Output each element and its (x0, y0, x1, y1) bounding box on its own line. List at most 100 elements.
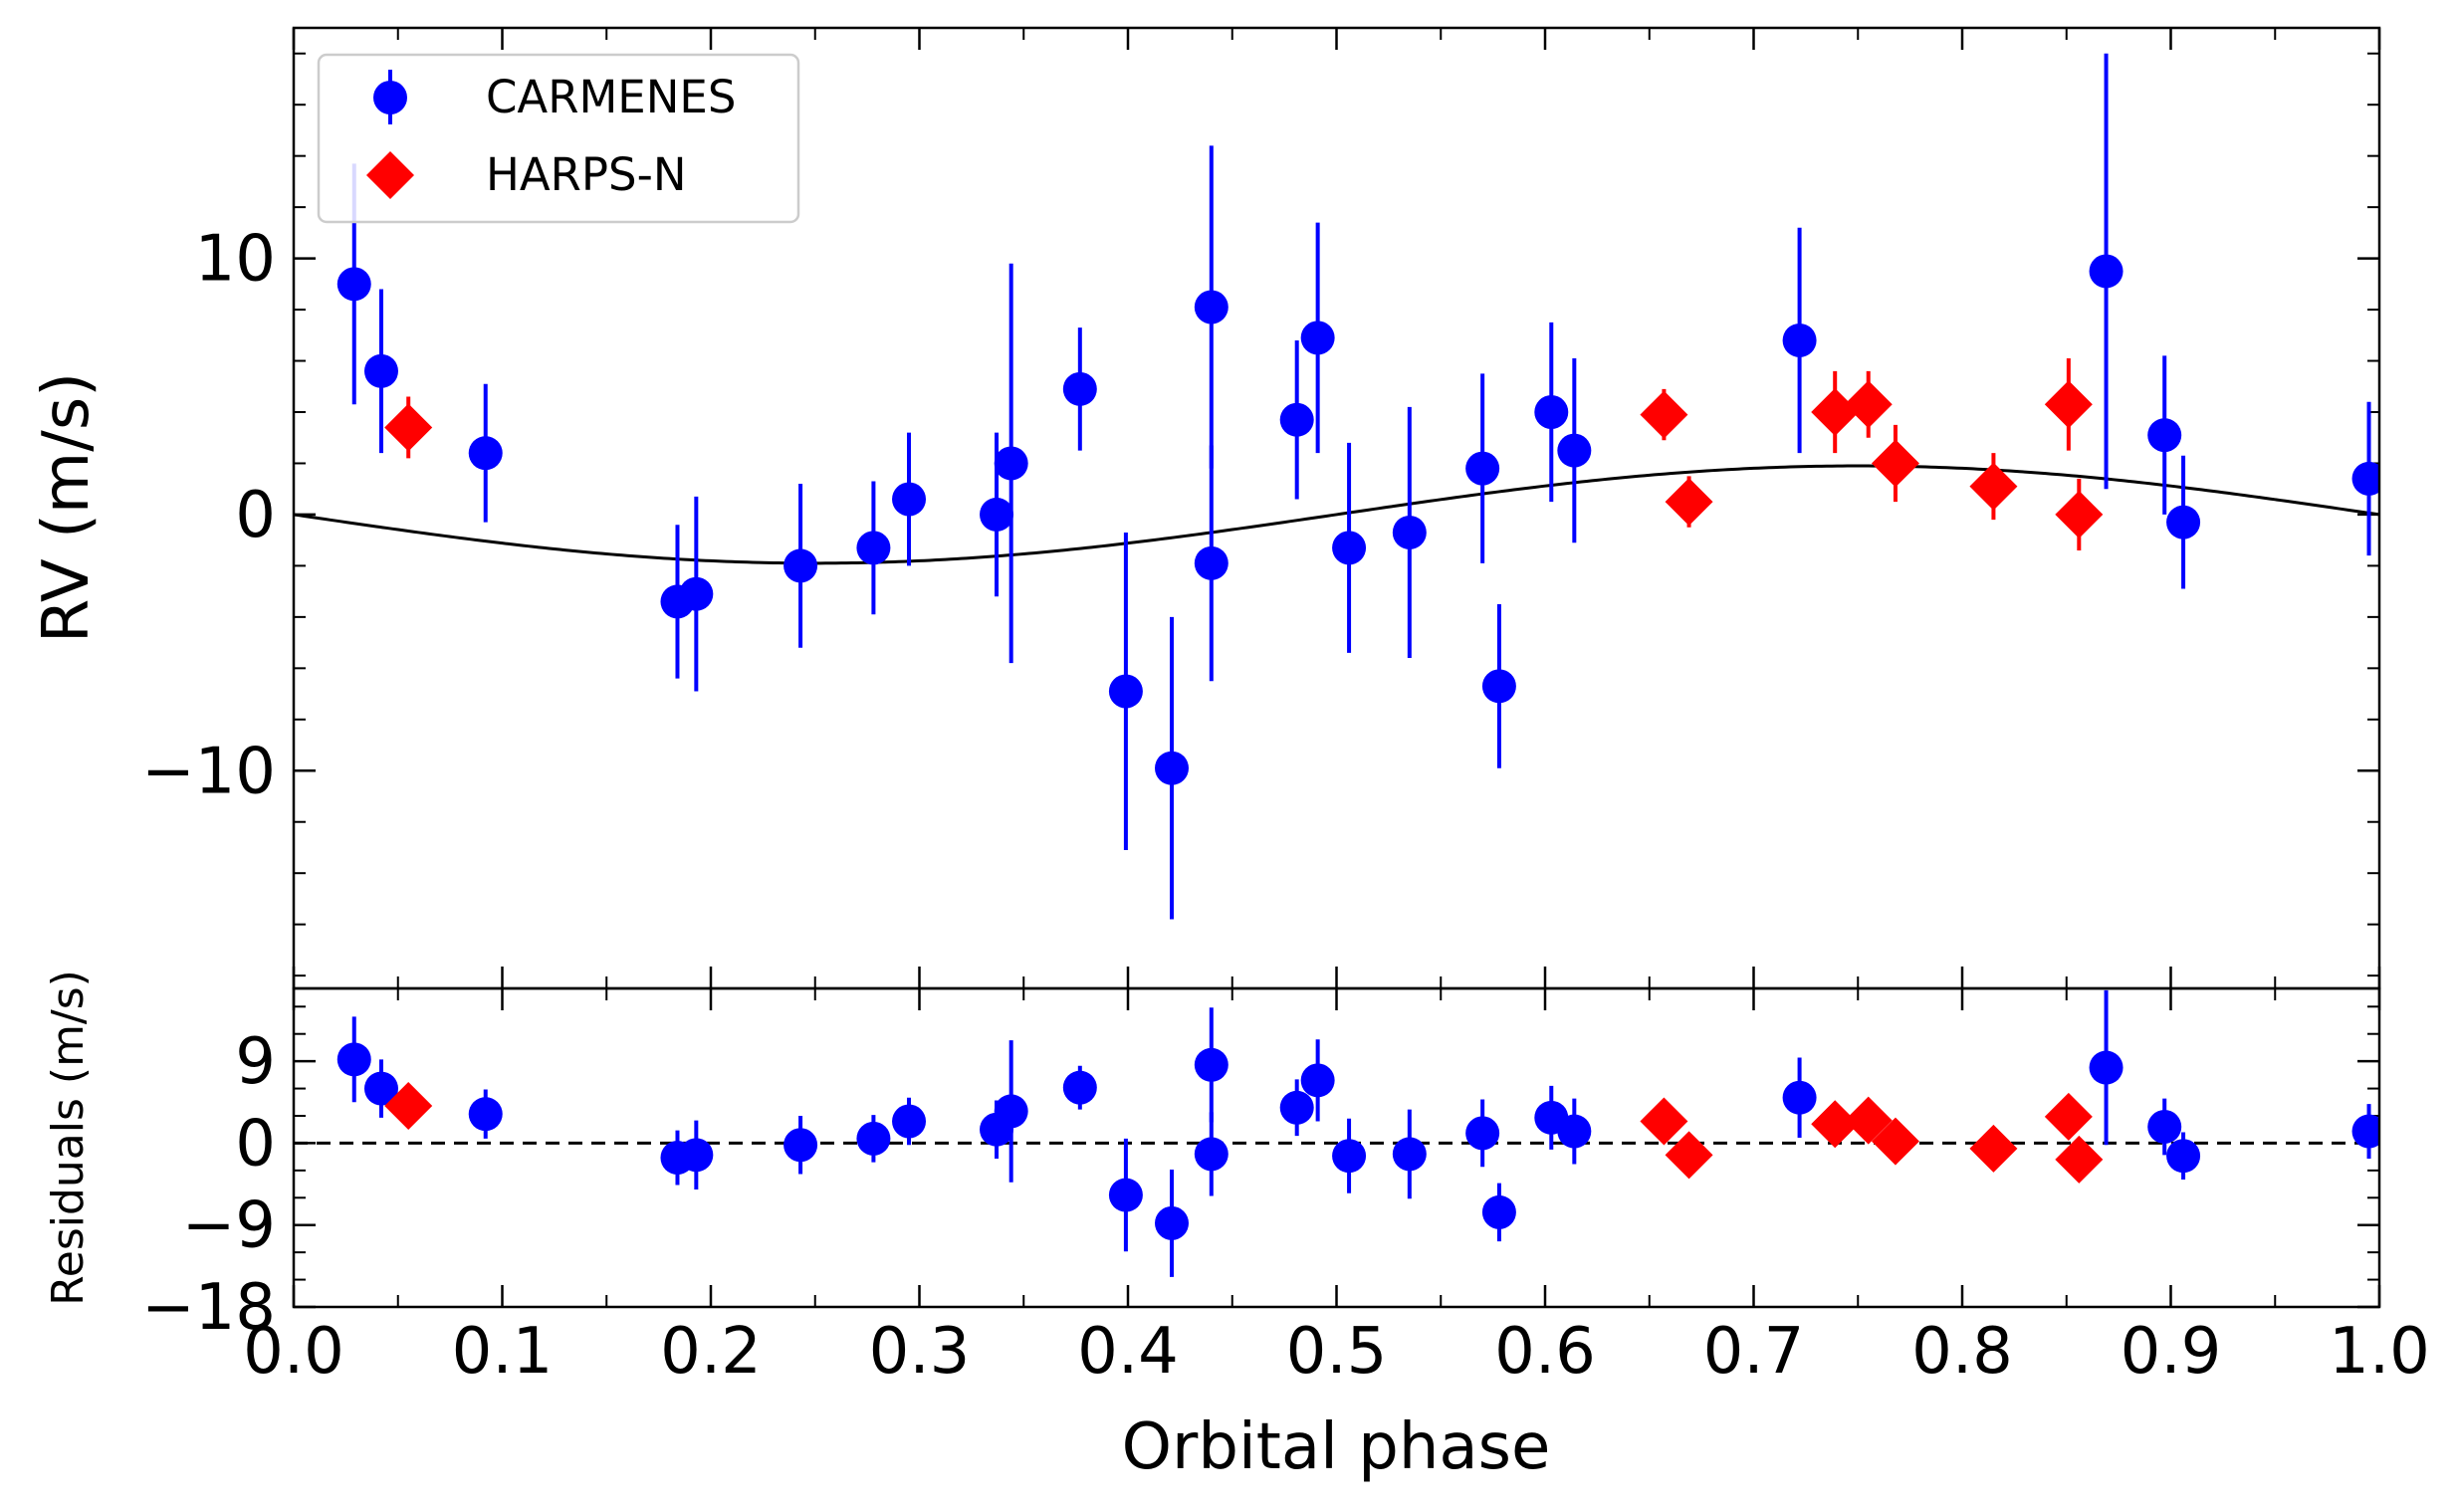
residuals-point-carmenes (1392, 1109, 1427, 1199)
rv-point-carmenes (1300, 222, 1335, 454)
residuals-marker-harps-n (1844, 1096, 1893, 1145)
rv-point-carmenes (1392, 406, 1427, 659)
x-tick-label: 0.4 (1077, 1315, 1179, 1389)
residuals-point-carmenes (1108, 1138, 1143, 1252)
residuals-point-carmenes (1332, 1118, 1367, 1193)
residuals-point-carmenes (2166, 1132, 2201, 1180)
rv-point-carmenes (363, 289, 398, 454)
residuals-point-carmenes (856, 1115, 891, 1163)
rv-point-harps-n (1969, 453, 2018, 521)
rv-marker-carmenes (994, 446, 1028, 481)
residuals-panel-frame (292, 986, 2381, 1309)
rv-marker-harps-n (384, 403, 433, 452)
residuals-point-carmenes (1557, 1098, 1592, 1165)
rv-point-carmenes (1062, 327, 1097, 451)
residuals-marker-carmenes (2351, 1114, 2379, 1149)
rv-tick-labels: −10 0 10 (141, 223, 276, 809)
residuals-marker-carmenes (1062, 1070, 1097, 1105)
rv-marker-carmenes (1154, 751, 1189, 785)
rv-point-carmenes (783, 484, 818, 648)
residuals-y-axis-label: Residuals (m/s) (43, 970, 94, 1306)
residuals-marker-carmenes (1108, 1178, 1143, 1212)
rv-marker-carmenes (468, 436, 503, 471)
residuals-marker-carmenes (994, 1094, 1028, 1129)
residuals-data-points (336, 989, 2379, 1277)
residuals-point-carmenes (363, 1059, 398, 1118)
residuals-point-carmenes (336, 1016, 371, 1103)
residuals-y-tick-label: −18 (141, 1271, 276, 1345)
residuals-point-harps-n (1811, 1100, 1860, 1149)
rv-point-carmenes (1194, 145, 1229, 469)
rv-point-harps-n (1871, 424, 1919, 503)
rv-ticks (292, 28, 2381, 988)
x-tick-label: 0.2 (660, 1315, 762, 1389)
rv-marker-carmenes (336, 267, 371, 302)
rv-marker-carmenes (363, 353, 398, 388)
rv-marker-carmenes (856, 531, 891, 565)
residuals-marker-carmenes (1300, 1063, 1335, 1098)
residuals-marker-carmenes (1194, 1047, 1229, 1082)
x-tick-label: 0.9 (2121, 1315, 2222, 1389)
rv-marker-harps-n (1871, 439, 1919, 488)
x-tick-label: 0.7 (1703, 1315, 1805, 1389)
residuals-marker-carmenes (1392, 1137, 1427, 1172)
residuals-marker-harps-n (1811, 1100, 1860, 1149)
rv-marker-carmenes (1332, 531, 1367, 565)
residuals-point-carmenes (468, 1089, 503, 1139)
residuals-point-carmenes (1154, 1169, 1189, 1277)
residuals-point-harps-n (2044, 1092, 2093, 1141)
residuals-point-carmenes (2147, 1098, 2182, 1156)
residuals-marker-harps-n (1665, 1131, 1713, 1180)
rv-marker-carmenes (1300, 321, 1335, 355)
x-tick-label: 0.8 (1911, 1315, 2013, 1389)
rv-marker-carmenes (892, 482, 927, 517)
rv-marker-carmenes (1194, 290, 1229, 324)
x-tick-label: 1.0 (2329, 1315, 2430, 1389)
residuals-point-carmenes (2089, 989, 2124, 1146)
rv-marker-carmenes (1392, 515, 1427, 549)
rv-point-harps-n (1640, 388, 1688, 441)
residuals-marker-carmenes (336, 1042, 371, 1077)
rv-marker-harps-n (1969, 462, 2018, 511)
rv-point-harps-n (2055, 478, 2104, 550)
legend: CARMENES HARPS-N (317, 53, 800, 224)
residuals-point-harps-n (1665, 1131, 1713, 1180)
residuals-marker-harps-n (1969, 1124, 2018, 1173)
rv-marker-carmenes (980, 497, 1014, 532)
legend-carmenes-label: CARMENES (486, 71, 736, 123)
residuals-point-carmenes (783, 1116, 818, 1175)
residuals-point-harps-n (1640, 1097, 1688, 1146)
rv-point-carmenes (1108, 532, 1143, 851)
residuals-marker-carmenes (1154, 1205, 1189, 1240)
x-tick-label: 0.6 (1494, 1315, 1596, 1389)
rv-panel: −10 0 10 RV (m/s) CARMENES HARPS-N (30, 26, 2381, 990)
residuals-point-carmenes (1062, 1065, 1097, 1110)
rv-point-carmenes (1194, 445, 1229, 682)
legend-harps-label: HARPS-N (486, 148, 687, 201)
legend-box (317, 53, 800, 224)
rv-point-carmenes (1154, 616, 1189, 920)
x-tick-label: 0.3 (869, 1315, 971, 1389)
rv-point-carmenes (994, 263, 1028, 664)
rv-marker-carmenes (1481, 669, 1516, 704)
residuals-point-carmenes (994, 1040, 1028, 1183)
rv-point-carmenes (1557, 357, 1592, 543)
residuals-marker-carmenes (856, 1121, 891, 1156)
rv-point-carmenes (1481, 604, 1516, 768)
residuals-marker-carmenes (1194, 1137, 1229, 1172)
rv-marker-carmenes (2166, 505, 2201, 540)
residuals-marker-carmenes (2166, 1139, 2201, 1174)
x-tick-label: 0.1 (452, 1315, 554, 1389)
residuals-marker-carmenes (783, 1128, 818, 1163)
residuals-marker-carmenes (1332, 1139, 1367, 1174)
rv-point-carmenes (892, 432, 927, 566)
residuals-marker-carmenes (1465, 1116, 1500, 1151)
residuals-point-carmenes (1782, 1057, 1817, 1138)
rv-model-curve (294, 464, 2379, 565)
rv-point-carmenes (1332, 442, 1367, 653)
rv-point-harps-n (384, 396, 433, 459)
rv-marker-carmenes (1557, 433, 1592, 468)
rv-marker-carmenes (1194, 545, 1229, 580)
legend-harps-marker (366, 151, 414, 199)
